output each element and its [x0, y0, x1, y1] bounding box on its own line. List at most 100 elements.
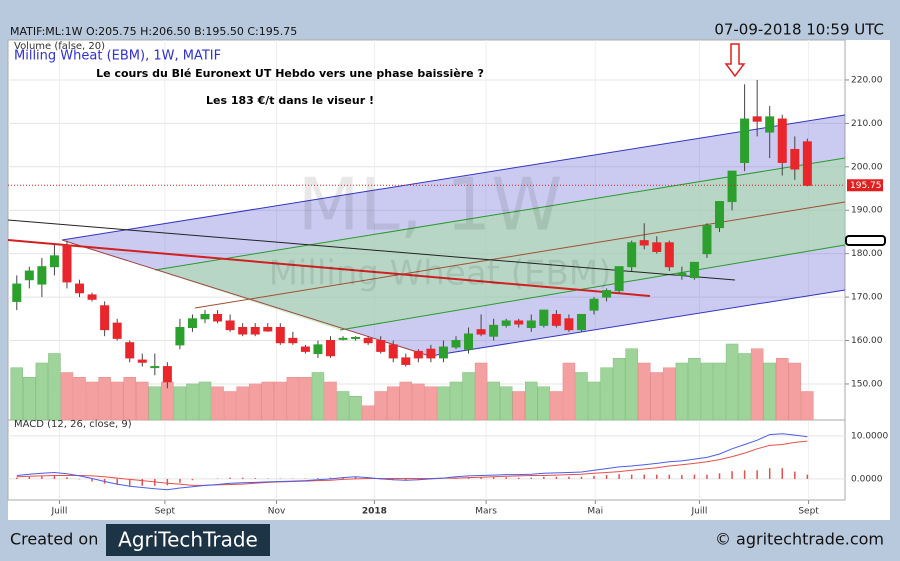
macd-histogram [706, 474, 708, 479]
volume-bar [575, 372, 588, 421]
candle-body [576, 313, 586, 331]
macd-histogram [329, 477, 332, 479]
candle-body [664, 242, 674, 268]
volume-bar [361, 405, 375, 421]
channel-lower [429, 289, 846, 357]
macd-histogram [643, 474, 645, 479]
macd-histogram [492, 477, 495, 479]
y-tick-label: 190.00 [851, 206, 883, 216]
volume-bar [650, 372, 664, 421]
y-tick-label: 210.00 [851, 119, 883, 129]
candle-body [501, 320, 511, 326]
volume-bar [412, 383, 425, 421]
volume-bar [525, 381, 538, 421]
arrow-marker [724, 43, 746, 78]
volume-bar [550, 391, 563, 421]
candle-body [614, 266, 624, 292]
watermark-name: Milling Wheat (EBM) [269, 254, 612, 294]
volume-bar [386, 386, 400, 421]
volume-bar [449, 381, 463, 421]
level-marker [845, 235, 886, 246]
watermark: ML, 1W [297, 163, 562, 247]
volume-bar [499, 386, 513, 421]
x-tick-label: Juill [690, 507, 707, 517]
volume-bar [562, 362, 576, 421]
volume-bar [198, 381, 212, 421]
macd-histogram [781, 468, 784, 479]
candle-body [790, 148, 800, 170]
macd-histogram [630, 474, 633, 479]
volume-bar [248, 383, 262, 421]
candle-body [564, 318, 574, 331]
volume-bar [437, 386, 450, 421]
volume-bar [637, 362, 651, 421]
volume-bar [487, 381, 500, 421]
volume-bar [311, 372, 325, 421]
volume-bar [612, 358, 626, 421]
volume-bar [713, 362, 726, 421]
candle-body [401, 357, 411, 365]
candle-body [715, 201, 725, 229]
candle-body [438, 346, 448, 359]
volume-bar [110, 381, 124, 421]
volume-bar [587, 381, 601, 421]
x-tick-label: Juill [51, 507, 68, 517]
y-tick-label: 200.00 [851, 162, 883, 172]
candle-body [62, 244, 72, 283]
y-tick-label: 180.00 [851, 249, 883, 259]
y-tick-label: 220.00 [851, 75, 883, 85]
volume-bar [512, 391, 525, 421]
volume-bar [274, 381, 287, 421]
plot-frame [7, 39, 846, 501]
underlay [8, 40, 845, 500]
macd-histogram [731, 471, 733, 479]
candle-body [752, 116, 762, 122]
macd-histogram [241, 477, 244, 479]
volume-bar [462, 372, 475, 421]
macd-histogram [656, 474, 658, 479]
volume-bar [85, 381, 99, 421]
x-tick-label: 2018 [362, 507, 387, 517]
volume-bar [148, 386, 162, 421]
volume-bar [73, 377, 86, 421]
volume-bar [788, 362, 802, 421]
volume-bar [186, 383, 199, 421]
macd-histogram [743, 470, 746, 479]
candle-body [802, 141, 812, 186]
candle-body [727, 170, 737, 203]
macd-histogram [354, 476, 357, 479]
last-price-label: 195.75 [850, 181, 882, 191]
macd-histogram [580, 476, 583, 479]
median-line [194, 201, 846, 309]
candle-body [162, 366, 172, 383]
candle-body [388, 344, 398, 359]
macd-histogram [191, 478, 194, 481]
candle-body [75, 283, 85, 294]
volume-bar [10, 367, 24, 421]
candle-body [589, 298, 599, 311]
y-tick-label: 150.00 [851, 379, 883, 389]
macd-histogram [568, 476, 570, 479]
volume-bar [600, 367, 613, 421]
x-tick-label: Sept [798, 507, 819, 517]
macd-histogram [806, 474, 809, 479]
y-tick-label: 160.00 [851, 336, 883, 346]
volume-bar [173, 386, 187, 421]
volume-bar [336, 391, 350, 421]
annotation: Le cours du Blé Euronext UT Hebdo vers u… [96, 67, 484, 80]
volume-bar [374, 391, 387, 421]
candle-body [49, 255, 59, 268]
macd-histogram [718, 473, 721, 479]
x-tick-label: Sept [155, 507, 176, 517]
volume-bar [48, 353, 61, 421]
candle-body [551, 313, 561, 326]
volume-label: Volume (false, 20) [14, 41, 105, 52]
black-trendline [7, 219, 736, 281]
macd-histogram [317, 478, 319, 479]
volume-bar [763, 362, 776, 421]
timestamp: 07-09-2018 10:59 UTC [714, 21, 884, 39]
volume-bar [60, 372, 74, 421]
last-price-box [847, 179, 883, 192]
volume-bar [23, 377, 36, 421]
